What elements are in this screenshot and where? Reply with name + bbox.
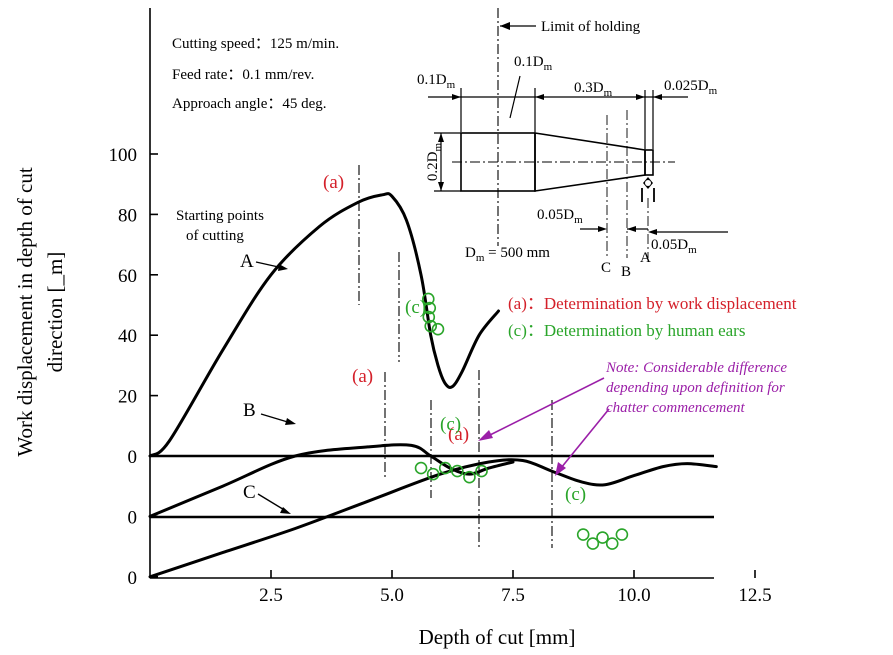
y-tick-label: 60 xyxy=(118,266,137,287)
note-line-3: chatter commencement xyxy=(606,400,746,416)
x-axis-ticks: 2.5 5.0 7.5 10.0 12.5 xyxy=(259,570,772,606)
human-ears-circle xyxy=(605,537,619,550)
series-c-leader xyxy=(257,493,287,512)
series-c-label: C xyxy=(243,482,256,503)
dm-label: Dm = 500 mm xyxy=(465,245,550,264)
human-ears-circle xyxy=(451,464,464,478)
marker-a-series-a: (a) xyxy=(323,172,344,193)
x-tick-label: 5.0 xyxy=(380,585,404,606)
series-c-curve xyxy=(148,458,718,579)
human-ears-circle xyxy=(414,461,428,475)
legend-human-ears: (c)：Determination by human ears xyxy=(508,321,745,340)
note-arrow-2 xyxy=(560,408,610,469)
note-line-1: Note: Considerable difference xyxy=(605,360,787,376)
y-tick-label: 0 xyxy=(128,447,138,468)
dim-bottom-1: 0.05Dm xyxy=(537,207,583,226)
human-ears-circle xyxy=(423,301,437,315)
human-ears-circle xyxy=(596,531,609,544)
human-ears-circle xyxy=(426,467,440,481)
marker-a-series-c: (a) xyxy=(448,424,469,445)
y-tick-label: 0 xyxy=(128,568,138,589)
point-b-label: B xyxy=(621,264,631,280)
x-tick-label: 10.0 xyxy=(617,585,650,606)
dim-top-left: 0.1Dm xyxy=(417,72,456,91)
human-ears-circle xyxy=(615,528,629,541)
dim-height: 0.2Dm xyxy=(425,142,444,181)
inset-diagram: Limit of holding 0.1Dm 0.1Dm 0.3Dm 0 xyxy=(417,8,728,280)
human-ears-circle xyxy=(438,461,452,475)
y-tick-label: 100 xyxy=(109,145,138,166)
human-ears-circle xyxy=(422,310,436,324)
starting-points-label-1: Starting points xyxy=(176,208,264,224)
series-b-curve xyxy=(148,443,515,518)
human-ears-circle xyxy=(431,322,445,336)
note-line-2: depending upon definition for xyxy=(606,380,785,396)
y-tick-label: 0 xyxy=(128,507,138,528)
series-a-label: A xyxy=(240,251,254,272)
human-ears-circle xyxy=(424,319,438,333)
series-b-arrowhead xyxy=(285,418,296,425)
note-arrowhead-2 xyxy=(555,462,566,476)
series-a-curve xyxy=(148,192,500,458)
top-mid-leader xyxy=(509,75,521,119)
human-ears-circle xyxy=(463,470,476,484)
y-axis-label-line-1: Work displacement in depth of cut xyxy=(13,167,37,456)
cutting-tool-icon xyxy=(641,177,655,202)
marker-a-series-b: (a) xyxy=(352,366,373,387)
note-arrow-1 xyxy=(485,377,605,438)
starting-points-label-2: of cutting xyxy=(186,228,244,244)
workpiece-tip xyxy=(644,149,654,176)
y-tick-label: 40 xyxy=(118,326,137,347)
series-a-arrowhead xyxy=(278,264,288,271)
limit-of-holding-arrowhead xyxy=(500,22,510,30)
human-ears-circle xyxy=(475,464,488,478)
series-b-label: B xyxy=(243,400,256,421)
human-ears-circle xyxy=(576,528,590,541)
marker-c-series-b: (c) xyxy=(440,414,461,435)
legend-work-displacement: (a)：Determination by work displacement xyxy=(508,294,797,313)
dim-top-right2: 0.025Dm xyxy=(664,78,718,97)
human-ears-circle xyxy=(421,292,435,306)
condition-cutting-speed: Cutting speed：125 m/min. xyxy=(172,36,339,52)
human-ears-circle xyxy=(586,537,600,550)
dim-top-mid: 0.1Dm xyxy=(514,54,553,73)
x-tick-label: 2.5 xyxy=(259,585,283,606)
dim-top-right1: 0.3Dm xyxy=(574,80,613,99)
note-arrowhead-1 xyxy=(478,430,493,441)
y-tick-label: 80 xyxy=(118,205,137,226)
x-axis-label: Depth of cut [mm] xyxy=(419,625,576,649)
condition-approach-angle: Approach angle：45 deg. xyxy=(172,96,327,112)
series-c-arrowhead xyxy=(280,507,291,514)
y-tick-label: 20 xyxy=(118,387,137,408)
x-tick-label: 12.5 xyxy=(738,585,771,606)
condition-feed-rate: Feed rate：0.1 mm/rev. xyxy=(172,67,314,83)
y-axis-label-line-2: direction [_m] xyxy=(43,252,67,373)
marker-c-series-c: (c) xyxy=(565,484,586,505)
human-ears-markers xyxy=(414,292,629,550)
point-c-label: C xyxy=(601,260,611,276)
point-a-label: A xyxy=(640,250,651,266)
x-tick-label: 7.5 xyxy=(501,585,525,606)
series-a-leader xyxy=(255,261,284,269)
limit-of-holding-label: Limit of holding xyxy=(541,19,641,35)
marker-c-series-a: (c) xyxy=(405,297,426,318)
dim-bottom-2: 0.05Dm xyxy=(651,237,697,256)
